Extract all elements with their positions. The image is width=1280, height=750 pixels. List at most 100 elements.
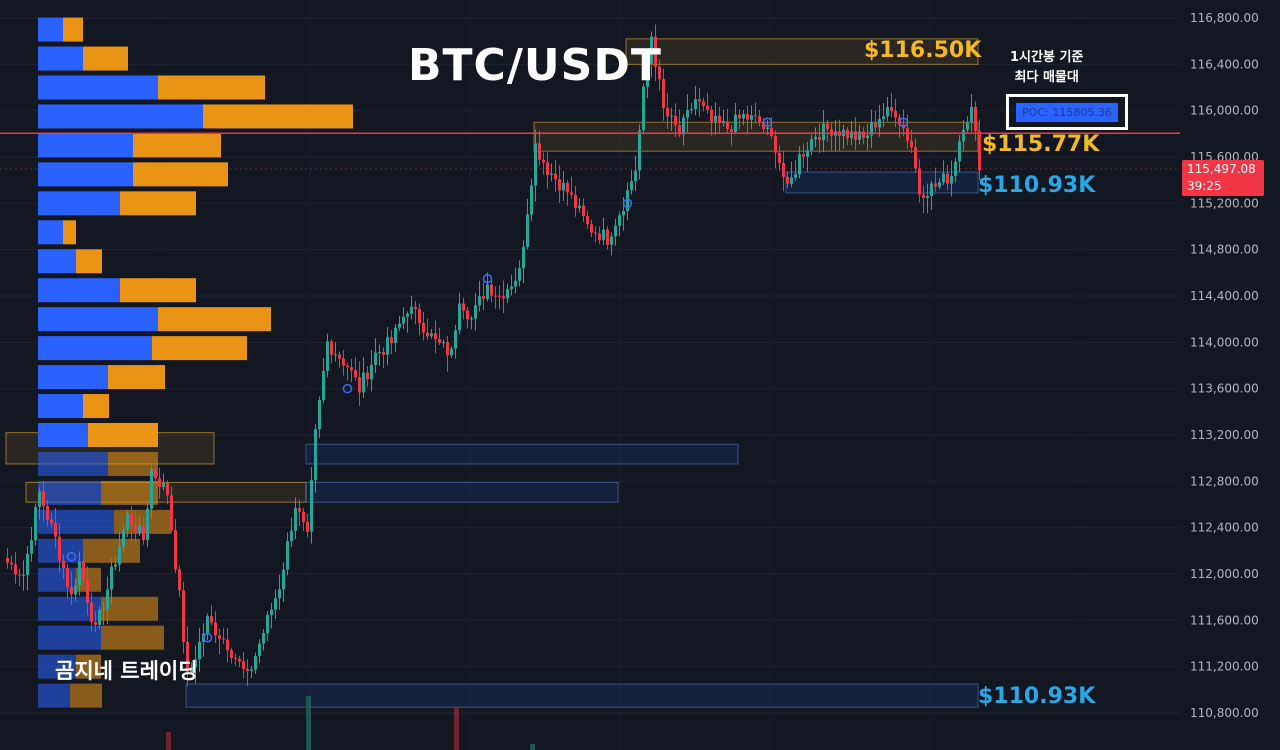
candle-body-19 <box>82 561 85 580</box>
candle-body-122 <box>494 295 497 297</box>
y-tick-label-2: 111,600.00 <box>1190 613 1259 627</box>
candle-body-86 <box>350 367 353 371</box>
candle-body-51 <box>210 616 213 623</box>
event-markers <box>66 117 909 643</box>
vp-buy-22 <box>38 654 76 679</box>
current-price-badge: 115,497.08 39:25 <box>1182 160 1264 196</box>
candle-body-174 <box>702 101 705 107</box>
candle-body-171 <box>690 109 693 111</box>
candle-body-72 <box>294 508 297 531</box>
y-axis: 110,800.00 111,200.00 111,600.00 112,000.00… <box>1180 0 1280 750</box>
candle-body-183 <box>738 114 741 119</box>
candle-body-200 <box>806 150 809 157</box>
candle-body-228 <box>918 168 921 195</box>
candle-body-119 <box>482 296 485 299</box>
vp-sell-11 <box>152 336 247 361</box>
candle-body-180 <box>726 121 729 130</box>
level-label-mid: $115.77K <box>982 132 1100 157</box>
candle-body-144 <box>582 205 585 217</box>
candle-body-155 <box>626 190 629 211</box>
candle-body-206 <box>830 129 833 136</box>
candle-body-241 <box>970 106 973 123</box>
candle-body-34 <box>142 525 145 541</box>
candle-body-134 <box>542 159 545 163</box>
candle-body-165 <box>666 108 669 117</box>
candle-body-140 <box>566 182 569 193</box>
candle-body-12 <box>54 523 57 537</box>
candle-body-67 <box>274 598 277 610</box>
candle-body-177 <box>714 115 717 122</box>
candle-body-25 <box>106 589 109 610</box>
candle-body-194 <box>782 162 785 177</box>
candle-body-99 <box>402 316 405 324</box>
candle-body-36 <box>150 468 153 509</box>
candle-body-201 <box>810 139 813 151</box>
candle-body-141 <box>570 192 573 195</box>
candle-body-52 <box>214 622 217 636</box>
candle-body-90 <box>366 372 369 380</box>
candle-body-124 <box>502 296 505 299</box>
candle-body-175 <box>706 106 709 110</box>
candle-body-154 <box>622 210 625 216</box>
candle-body-57 <box>234 657 237 659</box>
candle-body-152 <box>614 225 617 237</box>
volume-profile <box>38 17 353 708</box>
candle-body-18 <box>78 561 81 586</box>
candle-body-233 <box>938 182 941 187</box>
candle-body-197 <box>794 174 797 178</box>
candle-body-35 <box>146 508 149 541</box>
candle-body-31 <box>130 513 133 526</box>
vp-sell-23 <box>70 683 102 708</box>
candle-body-202 <box>814 136 817 140</box>
candle-body-120 <box>486 284 489 299</box>
candle-body-222 <box>894 111 897 118</box>
candle-body-104 <box>422 322 425 333</box>
candle-body-148 <box>598 233 601 241</box>
y-tick-label-3: 112,000.00 <box>1190 567 1259 581</box>
zone-blue-2 <box>785 171 979 194</box>
candle-body-21 <box>90 602 93 622</box>
candle-body-176 <box>710 109 713 122</box>
candle-body-190 <box>766 127 769 129</box>
y-tick-label-8: 114,000.00 <box>1190 335 1259 349</box>
candle-body-109 <box>442 342 445 344</box>
candle-body-73 <box>298 508 301 512</box>
candle-body-158 <box>638 130 641 171</box>
candle-body-101 <box>410 306 413 314</box>
vp-buy-10 <box>38 307 158 332</box>
candle-body-186 <box>750 115 753 120</box>
vp-sell-10 <box>158 307 271 332</box>
note-line-2: 최다 매물대 <box>1014 70 1079 85</box>
candle-body-238 <box>958 141 961 162</box>
candle-body-128 <box>518 268 521 281</box>
candle-body-185 <box>746 113 749 120</box>
candle-body-192 <box>774 136 777 153</box>
candle-body-218 <box>878 118 881 128</box>
symbol-title: BTC/USDT <box>408 40 662 91</box>
vp-buy-1 <box>38 46 83 71</box>
vp-sell-20 <box>101 596 158 621</box>
candle-body-121 <box>490 284 493 296</box>
candle-body-63 <box>258 643 261 657</box>
y-tick-label-14: 116,400.00 <box>1190 57 1259 71</box>
candle-body-87 <box>354 370 357 378</box>
candle-body-229 <box>922 194 925 198</box>
candle-body-39 <box>162 482 165 487</box>
event-marker-5 <box>762 117 773 127</box>
candle-body-74 <box>302 511 305 522</box>
candle-body-4 <box>22 574 25 576</box>
candle-body-159 <box>642 86 645 131</box>
candle-body-234 <box>942 173 945 183</box>
candle-body-129 <box>522 246 525 269</box>
candle-body-32 <box>134 525 137 534</box>
candle-body-168 <box>678 125 681 135</box>
vp-sell-0 <box>63 17 83 42</box>
candle-body-156 <box>630 181 633 191</box>
candle-body-60 <box>246 668 249 671</box>
candle-body-33 <box>138 525 141 534</box>
candle-body-44 <box>182 590 185 642</box>
candle-body-131 <box>530 185 533 215</box>
candle-body-210 <box>846 129 849 139</box>
candle-body-195 <box>786 176 789 184</box>
